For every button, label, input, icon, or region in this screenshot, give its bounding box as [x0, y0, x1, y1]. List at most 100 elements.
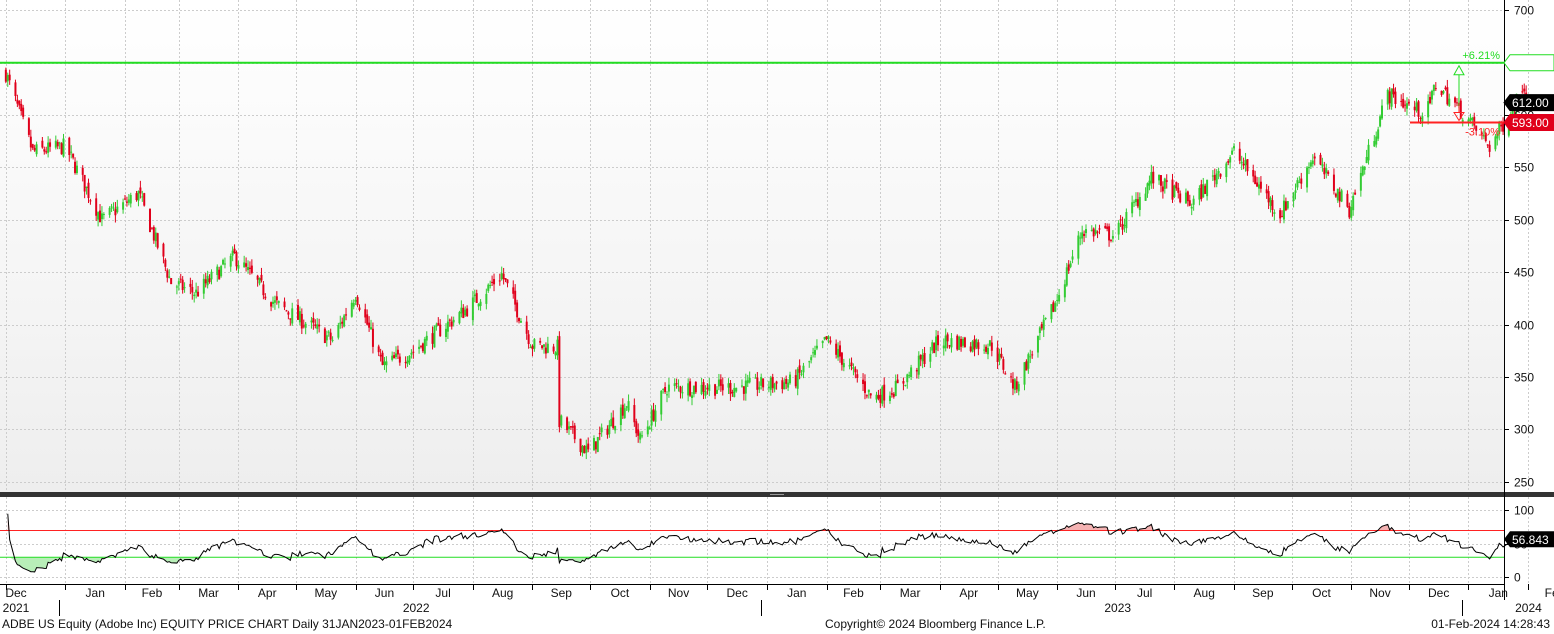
candle-body: [633, 405, 636, 423]
candle-body: [1136, 199, 1139, 207]
candle-body: [681, 392, 684, 394]
month-label: Dec: [1428, 586, 1449, 600]
candle-body: [516, 302, 519, 318]
candle-body: [231, 250, 234, 256]
candle-body: [20, 103, 23, 112]
candle-body: [1471, 117, 1474, 121]
candle-body: [1081, 232, 1084, 239]
candle-body: [1306, 167, 1309, 188]
candle-body: [666, 394, 669, 396]
candle-body: [838, 345, 841, 357]
candle-body: [498, 280, 501, 282]
candle-body: [848, 365, 851, 367]
candle-body: [356, 297, 359, 306]
candle-body: [1307, 166, 1310, 169]
candle-body: [164, 259, 167, 267]
candle-body: [1334, 193, 1337, 197]
candle-body: [341, 321, 344, 324]
candle-body: [546, 343, 549, 353]
candle-body: [1104, 225, 1107, 229]
candle-body: [646, 426, 649, 435]
y-tick-label: 450: [1514, 266, 1534, 280]
candle-body: [1096, 231, 1099, 233]
candle-body: [35, 144, 38, 155]
candle-body: [531, 345, 534, 350]
candle-body: [370, 327, 373, 330]
candle-body: [785, 378, 788, 384]
candle-body: [8, 74, 11, 81]
candle-body: [181, 279, 184, 291]
candle-body: [888, 395, 891, 401]
candle-body: [452, 319, 455, 323]
candle-body: [99, 210, 102, 223]
candle-body: [47, 142, 50, 153]
candle-body: [100, 213, 103, 220]
candle-body: [412, 351, 415, 353]
candle-body: [68, 137, 71, 155]
lower-pct-label: -3.10%: [1465, 126, 1500, 138]
candle-body: [552, 346, 555, 352]
candle-body: [473, 294, 476, 297]
candle-body: [112, 207, 115, 209]
month-label: Jun: [1076, 586, 1095, 600]
down-arrow-icon: [1453, 111, 1465, 122]
candle-body: [1056, 299, 1059, 301]
candle-body: [598, 433, 601, 435]
candle-body: [102, 214, 105, 216]
candle-body: [1177, 187, 1180, 193]
candle-body: [983, 349, 986, 351]
candle-body: [910, 367, 913, 378]
candle-body: [1282, 200, 1285, 220]
month-label: Nov: [1369, 586, 1390, 600]
candle-body: [1415, 102, 1418, 111]
month-label: Sep: [551, 586, 573, 600]
candle-body: [773, 383, 776, 390]
candle-body: [491, 281, 494, 284]
candle-body: [1004, 373, 1007, 375]
candle-body: [6, 75, 9, 82]
candle-body: [1206, 179, 1209, 197]
candle-body: [1067, 264, 1070, 271]
candle-body: [179, 278, 182, 280]
candle-body: [433, 326, 436, 348]
candle-body: [850, 362, 853, 366]
candle-body: [74, 161, 77, 173]
candle-body: [923, 352, 926, 364]
candle-body: [560, 415, 563, 426]
candle-body: [97, 212, 100, 220]
candle-body: [1077, 235, 1080, 259]
candle-body: [1461, 119, 1464, 123]
candle-body: [706, 387, 709, 390]
candle-body: [1486, 144, 1489, 146]
candle-body: [543, 344, 546, 347]
year-label: 2022: [403, 601, 430, 615]
candle-body: [1098, 228, 1101, 230]
candle-body: [154, 232, 157, 242]
candle-body: [1429, 97, 1432, 104]
candle-body: [1054, 303, 1057, 312]
candle-body: [108, 207, 111, 215]
candle-body: [1017, 384, 1020, 392]
candle-body: [1215, 173, 1218, 185]
candle-body: [329, 332, 332, 340]
candle-body: [988, 340, 991, 346]
candle-body: [379, 354, 382, 357]
candle-body: [377, 346, 380, 353]
candle-body: [1354, 192, 1357, 195]
candle-body: [881, 386, 884, 404]
candle-body: [1040, 324, 1043, 329]
candle-body: [216, 266, 219, 275]
month-label: Dec: [726, 586, 747, 600]
candle-body: [272, 301, 275, 304]
candle-body: [1146, 183, 1149, 194]
candle-body: [719, 379, 722, 386]
candle-body: [1367, 144, 1370, 161]
month-label: Dec: [5, 586, 26, 600]
candle-body: [325, 335, 328, 341]
candle-body: [1069, 263, 1072, 267]
month-label: Apr: [959, 586, 978, 600]
candle-body: [1083, 233, 1086, 236]
candle-body: [1484, 133, 1487, 141]
candle-body: [444, 328, 447, 337]
candle-body: [1279, 210, 1282, 219]
